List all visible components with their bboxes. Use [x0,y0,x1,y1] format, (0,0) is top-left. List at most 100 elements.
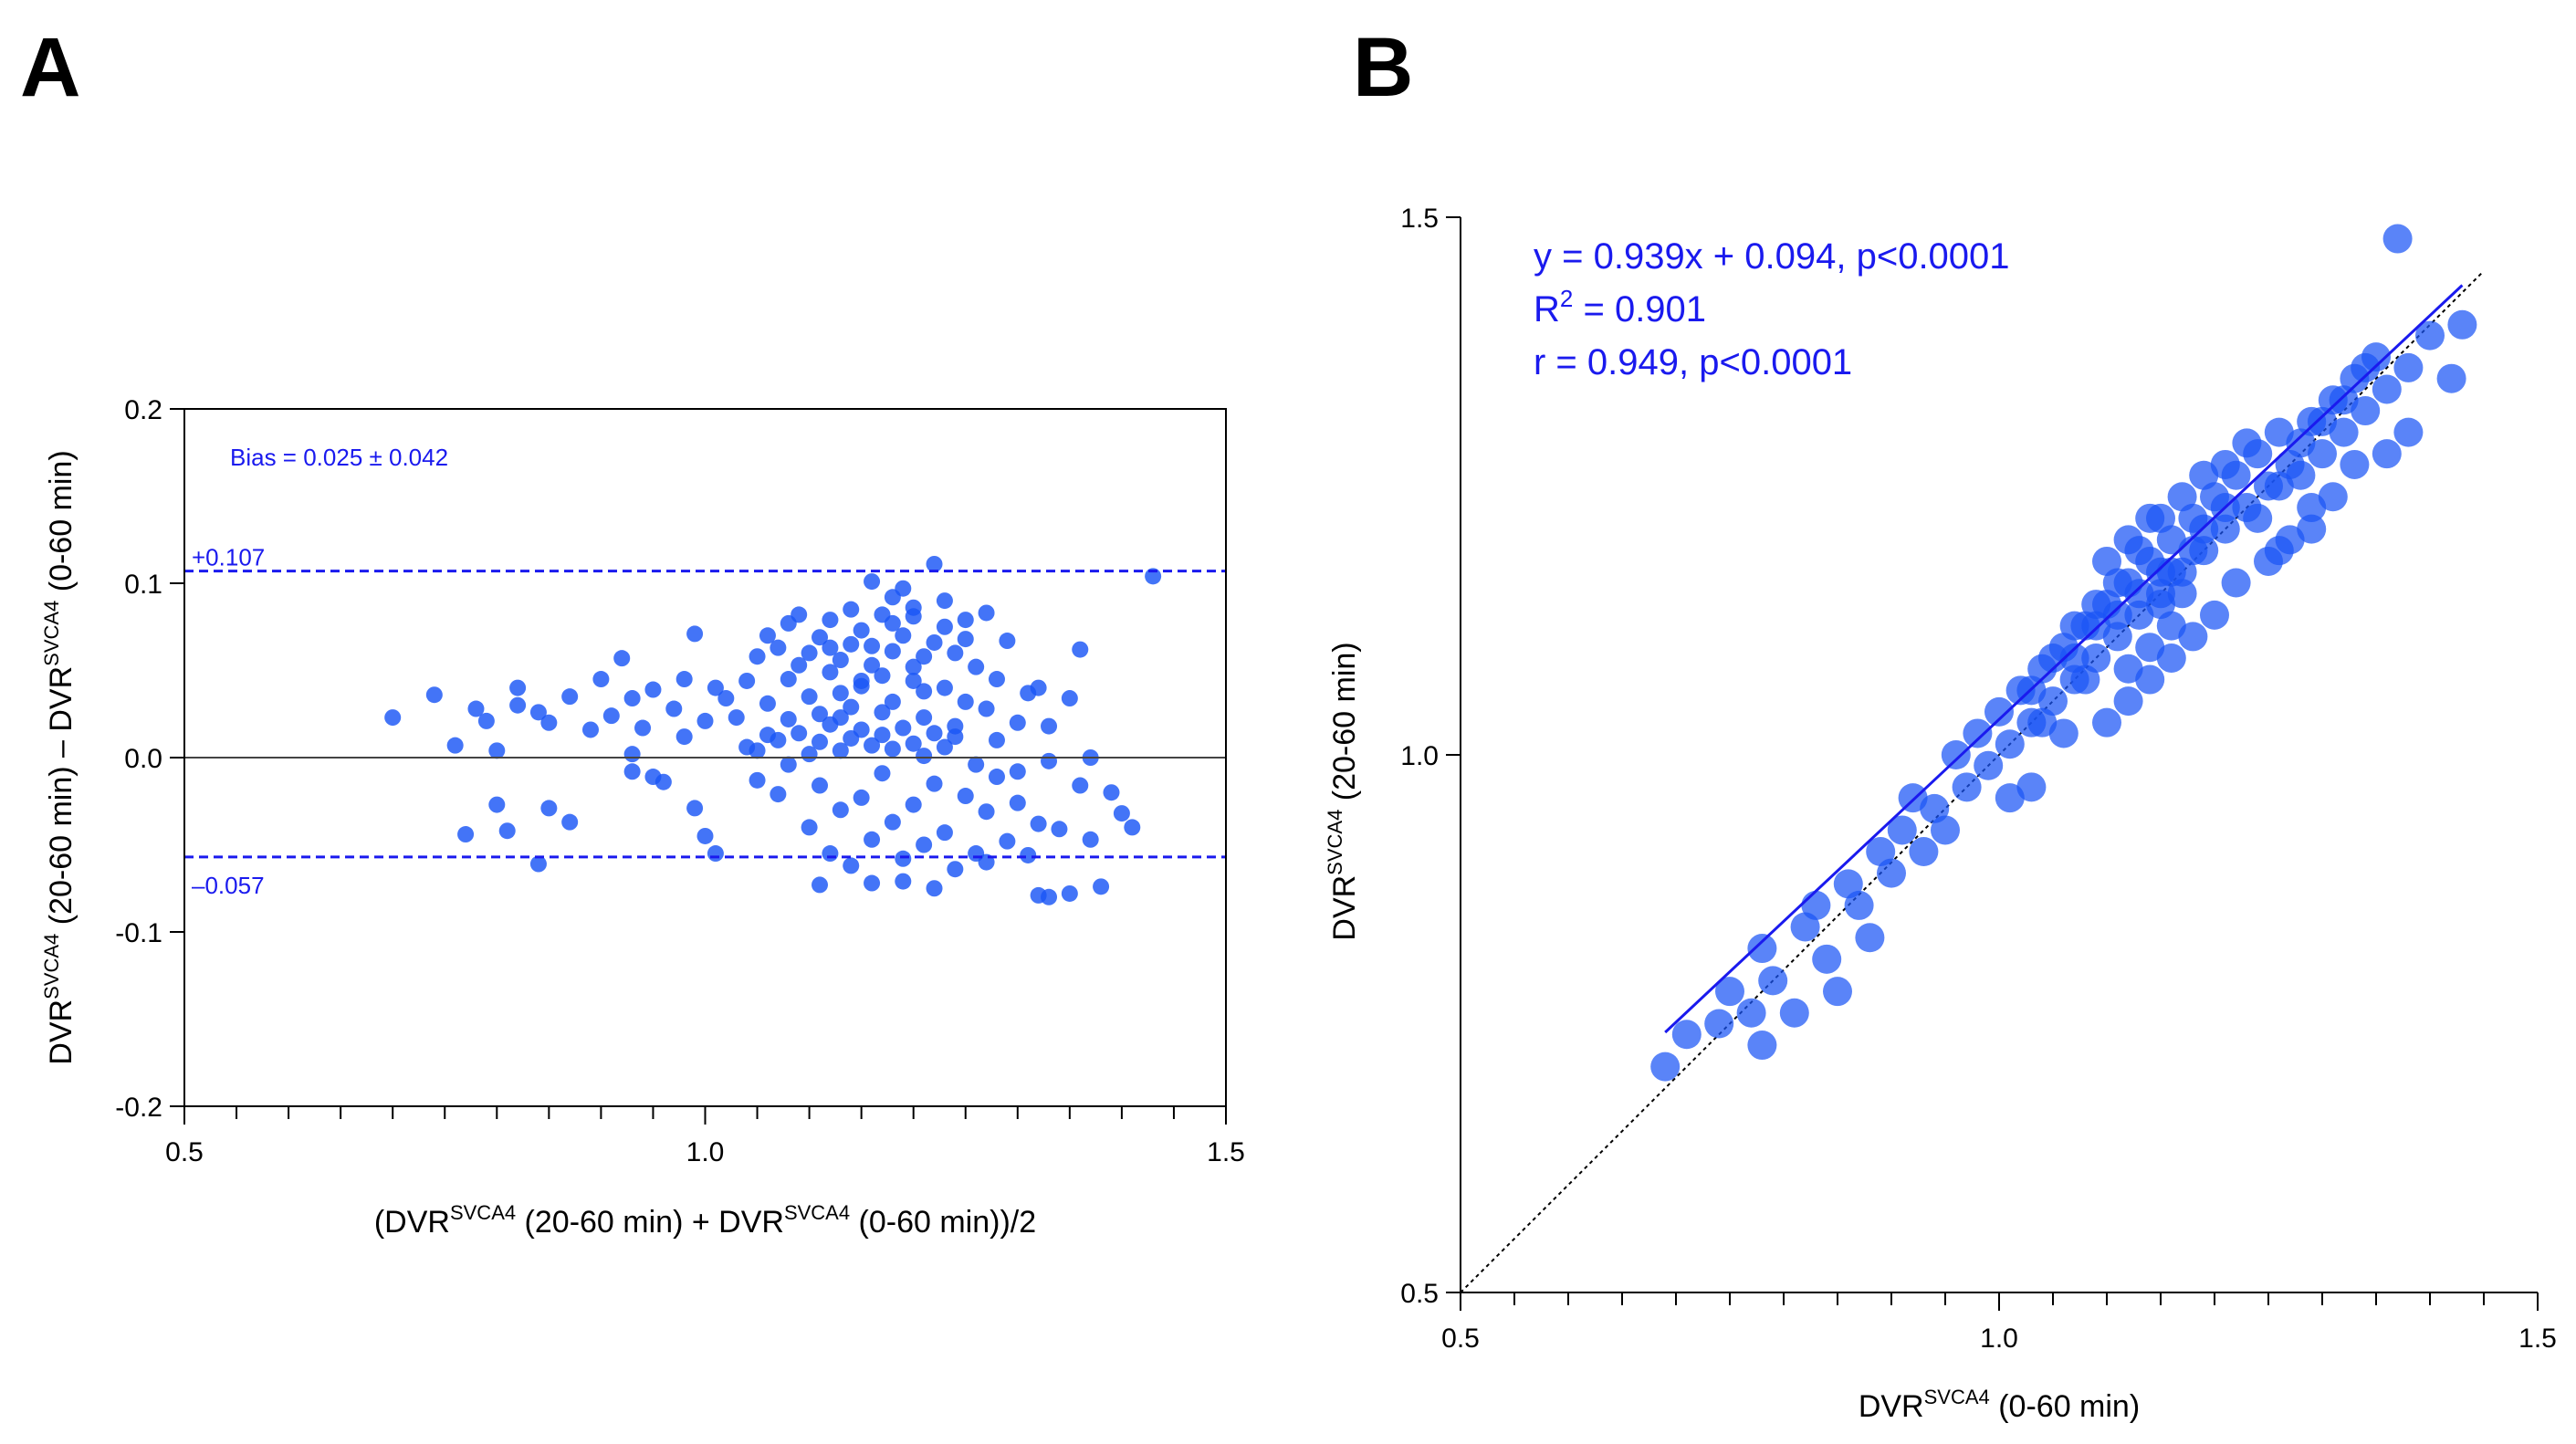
chart-a-ylabel-sup: SVCA4 [40,934,63,999]
chart-a-data-point [791,725,808,742]
chart-b-equation: y = 0.939x + 0.094, p<0.0001 [1534,236,2010,277]
chart-a-data-point [634,719,652,737]
chart-a-data-point [832,709,849,727]
chart-a-data-point [832,685,849,702]
chart-a-data-point [957,693,974,710]
chart-a-data-point [957,612,974,629]
chart-a-data-point [686,625,704,643]
chart-a-data-point [1124,819,1141,836]
chart-b-data-point [2081,611,2111,641]
chart-a-data-point [801,819,818,836]
chart-b-data-point [2113,686,2143,717]
chart-a-data-point [707,679,724,696]
chart-a-data-point [936,738,953,756]
chart-b-data-point [1941,740,1971,769]
chart-a-data-point [509,696,527,714]
chart-b-x-tick-label: 0.5 [1441,1324,1480,1354]
chart-b-y-axis-title: DVRSVCA4 (20-60 min) [1324,642,1362,940]
chart-b-data-point [1833,869,1863,899]
chart-a-data-point [968,756,985,773]
chart-b-data-point [2081,643,2111,673]
chart-b-data-point [1779,998,1809,1028]
chart-a-axes: 0.5 1.0 1.5 -0.2 -0.1 0.0 0.1 0.2 [115,395,1245,1167]
chart-b-data-point [2318,482,2348,512]
chart-b-data-point [2264,417,2294,447]
chart-a-data-point [822,612,839,629]
chart-b-data-point [1984,696,2014,727]
chart-a-data-point [884,614,901,632]
chart-b-data-point [1920,793,1950,823]
chart-a-data-point [936,679,953,696]
chart-b-xlabel-part: (0-60 min) [1990,1389,2140,1424]
chart-b-data-point [1650,1052,1681,1082]
chart-b-data-point [2264,536,2294,566]
chart-a-data-point [905,599,922,616]
chart-b-data-point [2436,363,2466,393]
chart-b-data-point [2048,718,2079,748]
chart-a-x-axis-title: (DVRSVCA4 (20-60 min) + DVRSVCA4 (0-60 m… [374,1201,1036,1240]
chart-a-ylabel-part: (20-60 min) – DVR [44,666,79,934]
chart-a-data-point [770,786,787,803]
chart-b-data-point [2124,579,2154,609]
chart-a-data-point [853,789,870,806]
chart-b-data-point [2447,309,2477,340]
chart-b-data-point [2167,579,2197,609]
chart-a-data-point [665,700,683,717]
chart-a-data-point [644,681,662,698]
chart-a-data-point [843,601,860,618]
chart-a-data-point [770,731,787,748]
chart-a-data-point [988,671,1005,688]
chart-b-data-point [2070,664,2100,695]
chart-a-data-point [384,709,402,727]
chart-b-data-point [1963,718,1993,748]
chart-a-data-point [623,690,641,707]
chart-a-data-point [843,635,860,653]
chart-a-data-point [1030,679,1047,696]
chart-a-data-point [561,688,579,706]
chart-a-data-point [675,671,693,688]
chart-b-data-point [2393,417,2424,447]
chart-b-data-point [2297,493,2327,523]
chart-a-ylabel-part: (0-60 min) [44,450,79,600]
chart-b-data-point [2146,557,2175,587]
chart-b-xlabel-part: DVR [1859,1389,1924,1424]
chart-a-data-point [749,771,766,789]
chart-a-y-tick-label: 0.2 [124,395,162,425]
chart-b-data-point [2340,449,2370,479]
chart-a-data-point [874,667,891,685]
chart-a-ylabel-part: DVR [44,999,79,1065]
chart-a-xlabel-sup: SVCA4 [450,1201,516,1224]
chart-a-y-tick-label: 0.1 [124,570,162,600]
chart-b-x-tick-label: 1.0 [1980,1324,2018,1354]
chart-b-data-point [2102,622,2132,652]
chart-b-data-point [1736,998,1766,1028]
chart-b-data-point [2124,600,2154,630]
chart-b-data-point [2243,503,2273,533]
chart-b-data-point [1823,977,1852,1007]
chart-a-data-point [509,679,527,696]
chart-a-data-point [947,861,964,878]
chart-b-data-point [2351,352,2381,382]
chart-b-data-point [2092,707,2121,738]
chart-a-data-point [864,874,881,892]
chart-a-data-point [916,836,933,853]
chart-b-data-point [1704,1009,1734,1039]
chart-a-data-point [1061,884,1078,902]
chart-b-data-point [1974,750,2004,780]
chart-a-data-point [529,855,547,873]
chart-b-y-tick-label: 0.5 [1400,1279,1439,1309]
chart-a-data-point [749,742,766,759]
chart-a-y-tick-label: -0.2 [115,1093,162,1123]
chart-a-data-point [864,656,881,674]
chart-b-data-point [2156,611,2186,641]
chart-b-y-tick-label: 1.5 [1400,204,1439,234]
chart-a-xlabel-part: (20-60 min) + DVR [516,1205,784,1240]
chart-a-data-point [947,644,964,662]
chart-a-data-point [978,604,995,622]
chart-a-data-point [1103,784,1120,801]
chart-b-xlabel-sup: SVCA4 [1924,1386,1990,1408]
chart-b-data-point [1844,890,1874,920]
chart-a-data-point [1009,714,1026,731]
chart-a-data-point [1030,886,1047,904]
chart-a-x-tick-label: 1.5 [1207,1137,1245,1167]
